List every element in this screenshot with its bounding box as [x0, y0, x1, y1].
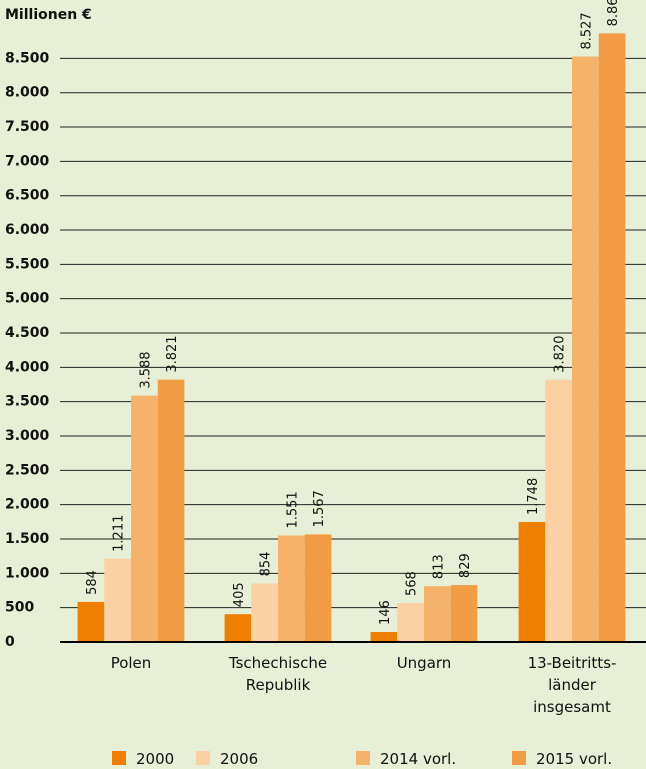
bar — [251, 583, 278, 642]
legend-label: 2014 vorl. — [380, 750, 456, 768]
x-tick-label: 13-Beitritts-länder insgesamt — [528, 654, 617, 716]
y-tick-label: 500 — [5, 600, 34, 616]
legend-label: 2006 — [220, 750, 258, 768]
y-tick-label: 8.000 — [5, 85, 50, 101]
x-tick-label-line: 13-Beitritts- — [528, 654, 617, 672]
y-tick-label: 3.500 — [5, 394, 50, 410]
bar — [278, 535, 305, 642]
value-label: 405 — [232, 582, 247, 607]
y-tick-label: 6.000 — [5, 222, 50, 238]
legend-swatch — [512, 751, 526, 765]
bar — [397, 602, 424, 642]
bar — [131, 395, 158, 642]
legend-label: 2015 vorl. — [536, 750, 612, 768]
value-label: 3.821 — [165, 335, 180, 372]
bar — [77, 601, 105, 642]
y-tick-label: 3.000 — [5, 428, 50, 444]
value-label: 584 — [85, 570, 100, 595]
y-tick-label: 2.500 — [5, 462, 50, 478]
x-tick-label: Ungarn — [397, 654, 452, 672]
y-tick-label: 5.500 — [5, 256, 50, 272]
y-axis-label: Millionen € — [5, 7, 92, 23]
legend-swatch — [112, 751, 126, 765]
value-label: 568 — [405, 571, 420, 596]
value-label: 1.551 — [285, 491, 300, 528]
bar — [104, 558, 131, 642]
y-tick-label: 4.500 — [5, 325, 50, 341]
value-label: 854 — [259, 552, 274, 577]
legend-swatch — [356, 751, 370, 765]
value-label: 8.864 — [606, 0, 621, 26]
y-tick-label: 7.500 — [5, 119, 50, 135]
bar — [224, 614, 252, 642]
value-label: 3.820 — [553, 335, 568, 372]
y-tick-label: 1.000 — [5, 565, 50, 581]
y-tick-label: 4.000 — [5, 359, 50, 375]
value-label: 829 — [458, 553, 473, 578]
y-tick-label: 2.000 — [5, 497, 50, 513]
value-label: 8.527 — [579, 12, 594, 49]
x-tick-label-line: Tschechische — [228, 654, 327, 672]
bar — [545, 379, 572, 642]
bar — [424, 586, 451, 642]
value-label: 1.211 — [112, 515, 127, 552]
y-tick-label: 7.000 — [5, 153, 50, 169]
bar — [572, 56, 599, 643]
y-tick-label: 5.000 — [5, 291, 50, 307]
legend-label: 2000 — [136, 750, 174, 768]
y-tick-label: 1.500 — [5, 531, 50, 547]
y-tick-label: 8.500 — [5, 50, 50, 66]
x-tick-label-line: länder — [548, 676, 597, 694]
value-label: 146 — [378, 600, 393, 625]
bar — [518, 521, 546, 642]
bar — [598, 33, 626, 643]
legend-swatch — [196, 751, 210, 765]
y-tick-label: 0 — [5, 634, 15, 650]
bar — [370, 631, 398, 642]
value-label: 3.588 — [138, 351, 153, 388]
y-tick-label: 6.500 — [5, 188, 50, 204]
x-tick-label: Polen — [111, 654, 152, 672]
x-tick-label-line: Republik — [246, 676, 311, 694]
value-label: 813 — [431, 554, 446, 579]
value-label: 1.748 — [526, 478, 541, 515]
x-tick-label-line: insgesamt — [533, 698, 611, 716]
bar — [450, 585, 478, 642]
value-label: 1.567 — [312, 490, 327, 527]
bar — [304, 534, 332, 642]
x-tick-label-line: Polen — [111, 654, 152, 672]
bar — [157, 379, 185, 642]
x-tick-label: Tschechische Republik — [228, 654, 327, 694]
x-tick-label-line: Ungarn — [397, 654, 452, 672]
